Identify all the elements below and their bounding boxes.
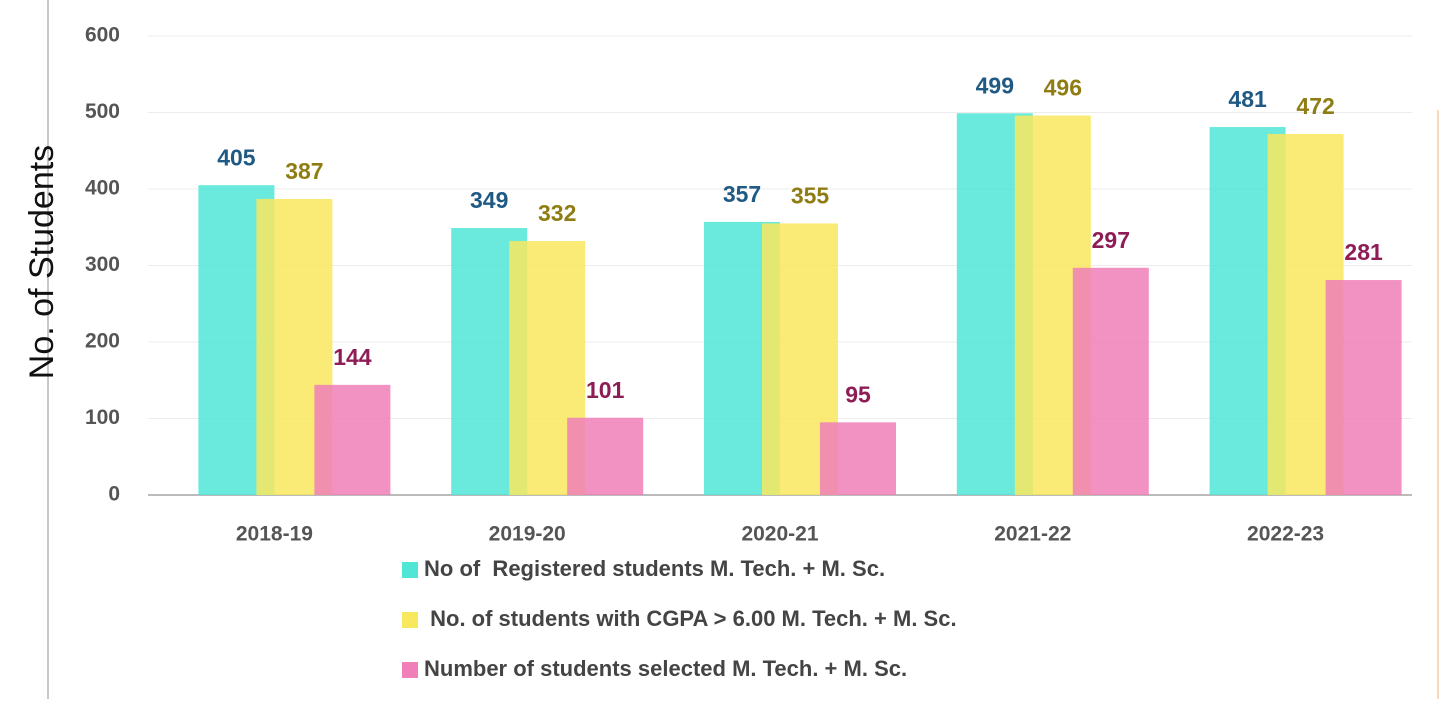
- x-tick-label: 2018-19: [236, 523, 313, 546]
- legend-swatch: [402, 612, 418, 628]
- value-label: 281: [1344, 239, 1383, 265]
- y-tick-label: 500: [85, 100, 120, 123]
- value-label: 332: [538, 200, 576, 226]
- legend-label: Number of students selected M. Tech. + M…: [424, 656, 907, 681]
- y-tick-label: 400: [85, 177, 120, 200]
- value-label: 405: [217, 144, 256, 170]
- value-label: 472: [1296, 93, 1334, 119]
- bar: [314, 384, 391, 495]
- value-label: 499: [976, 72, 1014, 98]
- bar: [1325, 280, 1402, 495]
- y-tick-label: 100: [85, 406, 120, 429]
- y-tick-label: 0: [108, 483, 120, 506]
- y-tick-label: 600: [85, 24, 120, 47]
- value-label: 297: [1092, 227, 1130, 253]
- value-label: 355: [791, 183, 830, 209]
- value-label: 95: [845, 381, 871, 407]
- legend-swatch: [402, 562, 418, 578]
- bar: [1072, 267, 1149, 495]
- value-label: 349: [470, 187, 508, 213]
- value-label: 481: [1228, 86, 1267, 112]
- x-tick-label: 2022-23: [1247, 523, 1324, 546]
- bar: [820, 422, 896, 495]
- legend-label: No. of students with CGPA > 6.00 M. Tech…: [424, 606, 957, 631]
- value-label: 101: [586, 377, 625, 403]
- y-tick-label: 200: [85, 330, 120, 353]
- value-label: 357: [723, 181, 761, 207]
- value-label: 496: [1044, 75, 1082, 101]
- y-axis-label: No. of Students: [23, 145, 61, 379]
- x-tick-label: 2019-20: [489, 523, 566, 546]
- value-label: 144: [333, 344, 372, 370]
- x-tick-label: 2021-22: [994, 523, 1071, 546]
- bar: [567, 417, 644, 495]
- legend-swatch: [402, 662, 418, 678]
- value-label: 387: [285, 158, 323, 184]
- x-tick-label: 2020-21: [741, 523, 818, 546]
- y-tick-label: 300: [85, 253, 120, 276]
- legend-label: No of Registered students M. Tech. + M. …: [424, 556, 885, 581]
